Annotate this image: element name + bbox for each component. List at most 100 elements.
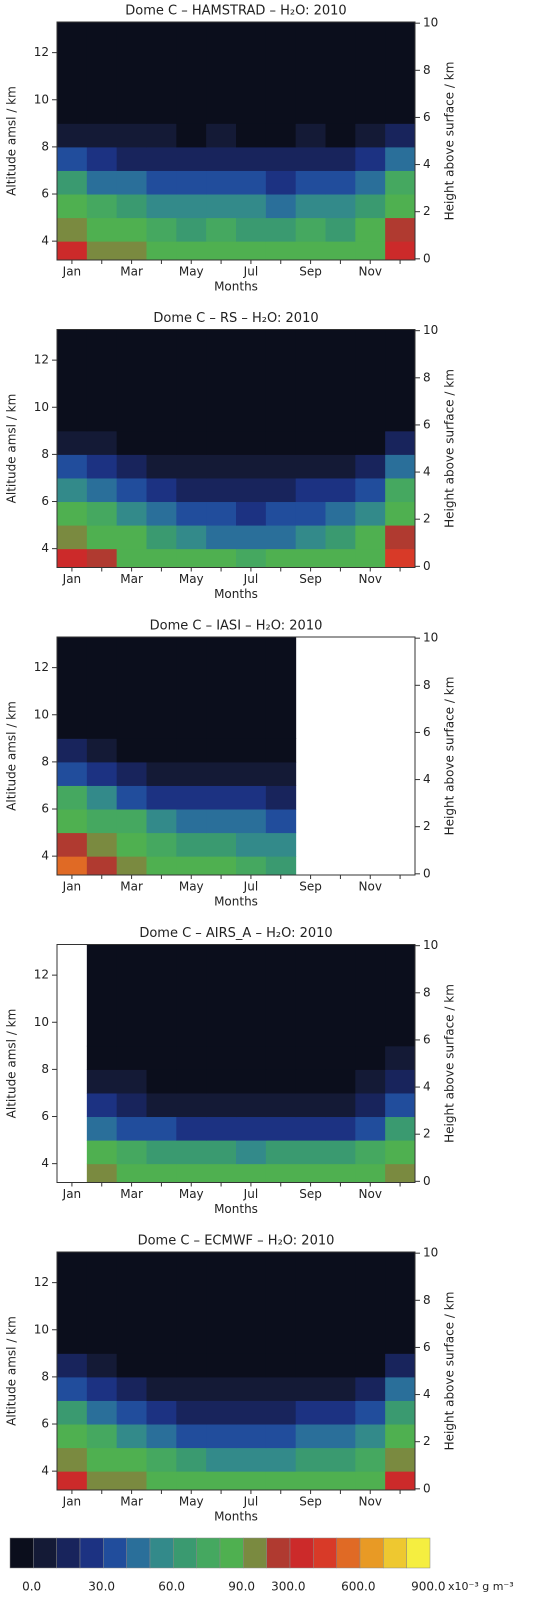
y-tick-label: 10 [34, 1015, 49, 1029]
y-axis-label: Altitude amsl / km [5, 1316, 19, 1426]
heatmap-cell [86, 944, 118, 1047]
heatmap-cell [325, 1353, 356, 1378]
y-tick-label: 4 [41, 234, 49, 248]
colorbar-box [313, 1537, 337, 1569]
y2-tick-label: 8 [423, 1293, 431, 1307]
heatmap-cell [146, 1163, 177, 1183]
heatmap-cell [146, 525, 177, 550]
heatmap-cell [355, 1092, 386, 1118]
colorbar-box [336, 1537, 361, 1569]
heatmap-cell [355, 1116, 386, 1141]
heatmap-cell [176, 170, 207, 195]
heatmap-cell [146, 761, 177, 786]
heatmap-cell [146, 1045, 177, 1070]
x-tick-label: May [179, 265, 204, 279]
heatmap-cell [116, 123, 147, 148]
heatmap-cell [146, 170, 177, 195]
heatmap-cell [325, 241, 356, 261]
heatmap-cell [385, 22, 416, 124]
heatmap-cell [236, 170, 267, 195]
heatmap-cell [295, 1400, 326, 1425]
heatmap-cell [146, 832, 177, 857]
y2-axis-label: Height above surface / km [443, 62, 457, 221]
heatmap-cell [295, 1252, 326, 1354]
heatmap-cell [236, 217, 267, 242]
x-tick-label: Sep [299, 572, 322, 586]
y2-tick-label: 6 [423, 1340, 431, 1354]
heatmap-cell [265, 477, 297, 503]
plot-frame [56, 1251, 416, 1491]
heatmap-cell [176, 454, 207, 479]
colorbar-box [243, 1537, 267, 1569]
heatmap-cell [86, 454, 118, 479]
heatmap-cell [385, 194, 416, 219]
heatmap-cell [176, 430, 207, 455]
heatmap-cell [295, 944, 326, 1047]
heatmap-cell [86, 1140, 118, 1165]
heatmap-cell [355, 22, 386, 124]
heatmap-cell [86, 22, 118, 124]
chart-title: Dome C – IASI – H₂O: 2010 [150, 619, 323, 634]
heatmap-cell [385, 1045, 416, 1070]
heatmap-cell [295, 241, 326, 261]
heatmap-cell [206, 477, 237, 503]
heatmap-cell [325, 1045, 356, 1070]
heatmap-cell [116, 1471, 147, 1491]
heatmap-cell [176, 944, 207, 1047]
y2-tick-label: 4 [423, 1080, 431, 1094]
heatmap-cell [116, 1116, 147, 1141]
heatmap-cell [265, 1252, 297, 1354]
heatmap-cell [176, 146, 207, 171]
heatmap-cell [265, 1400, 297, 1425]
heatmap-cell [295, 1045, 326, 1070]
heatmap-cell [57, 525, 88, 550]
heatmap-cell [146, 856, 177, 876]
x-tick-label: Mar [120, 880, 143, 894]
heatmap-cell [86, 217, 118, 242]
heatmap-cell [355, 170, 386, 195]
heatmap-cell [265, 170, 297, 195]
heatmap-cell [116, 785, 147, 810]
colorbar-box [289, 1537, 314, 1569]
heatmap-cell [355, 1045, 386, 1070]
heatmap-cell [176, 1140, 207, 1165]
heatmap-cell [295, 525, 326, 550]
heatmap-cell [86, 1092, 118, 1118]
heatmap-cell [146, 1400, 177, 1425]
heatmap-cell [206, 217, 237, 242]
x-tick-label: Jan [62, 1187, 82, 1201]
y2-tick-label: 2 [423, 204, 431, 218]
heatmap-cell [295, 146, 326, 171]
heatmap-cell [116, 170, 147, 195]
heatmap-cell [57, 329, 88, 432]
heatmap-cell [355, 1140, 386, 1165]
heatmap-cell [265, 637, 297, 739]
heatmap-cell [116, 1045, 147, 1070]
heatmap-cell [116, 738, 147, 763]
heatmap-cell [57, 123, 88, 148]
x-tick-label: Sep [299, 1187, 322, 1201]
heatmap-cell [265, 738, 297, 763]
y2-tick-label: 6 [423, 1032, 431, 1046]
heatmap-cell [146, 1116, 177, 1141]
colorbar-box [103, 1537, 127, 1569]
heatmap-cell [236, 477, 267, 503]
heatmap-cell [206, 944, 237, 1047]
heatmap-cell [146, 22, 177, 124]
heatmap-cell [385, 454, 416, 479]
heatmap-cell [146, 1376, 177, 1401]
heatmap-cell [295, 477, 326, 503]
heatmap-cell [206, 809, 237, 834]
heatmap-cell [86, 1069, 118, 1094]
heatmap-cell [206, 1045, 237, 1070]
heatmap-cell [265, 194, 297, 219]
heatmap-cell [355, 1069, 386, 1094]
heatmap-cell [385, 1376, 416, 1401]
heatmap-cell [176, 1400, 207, 1425]
heatmap-cell [146, 146, 177, 171]
y2-tick-label: 0 [423, 251, 431, 265]
x-tick-label: Mar [120, 1187, 143, 1201]
heatmap-cell [236, 1471, 267, 1491]
heatmap-cell [86, 548, 118, 568]
heatmap-cell [236, 501, 267, 526]
